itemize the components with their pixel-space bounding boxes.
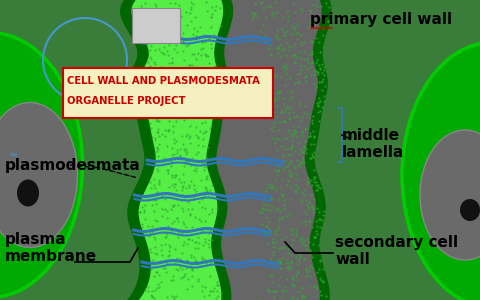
Ellipse shape [17,179,39,206]
Ellipse shape [0,103,77,248]
FancyBboxPatch shape [63,68,273,118]
Polygon shape [131,0,224,300]
Text: middle
lamella: middle lamella [342,128,404,160]
Ellipse shape [402,43,480,300]
Text: secondary cell
wall: secondary cell wall [335,235,458,267]
FancyBboxPatch shape [132,8,180,43]
Ellipse shape [420,130,480,260]
Text: CELL WALL AND PLASMODESMATA: CELL WALL AND PLASMODESMATA [67,76,260,86]
Polygon shape [251,0,331,300]
Text: ≈: ≈ [9,150,19,160]
Text: ORGANELLE PROJECT: ORGANELLE PROJECT [67,96,185,106]
Text: plasma
membrane: plasma membrane [5,232,97,264]
Ellipse shape [0,32,83,298]
Text: plasmodesmata: plasmodesmata [5,158,141,173]
Ellipse shape [460,199,480,221]
Text: primary cell wall: primary cell wall [310,12,452,27]
